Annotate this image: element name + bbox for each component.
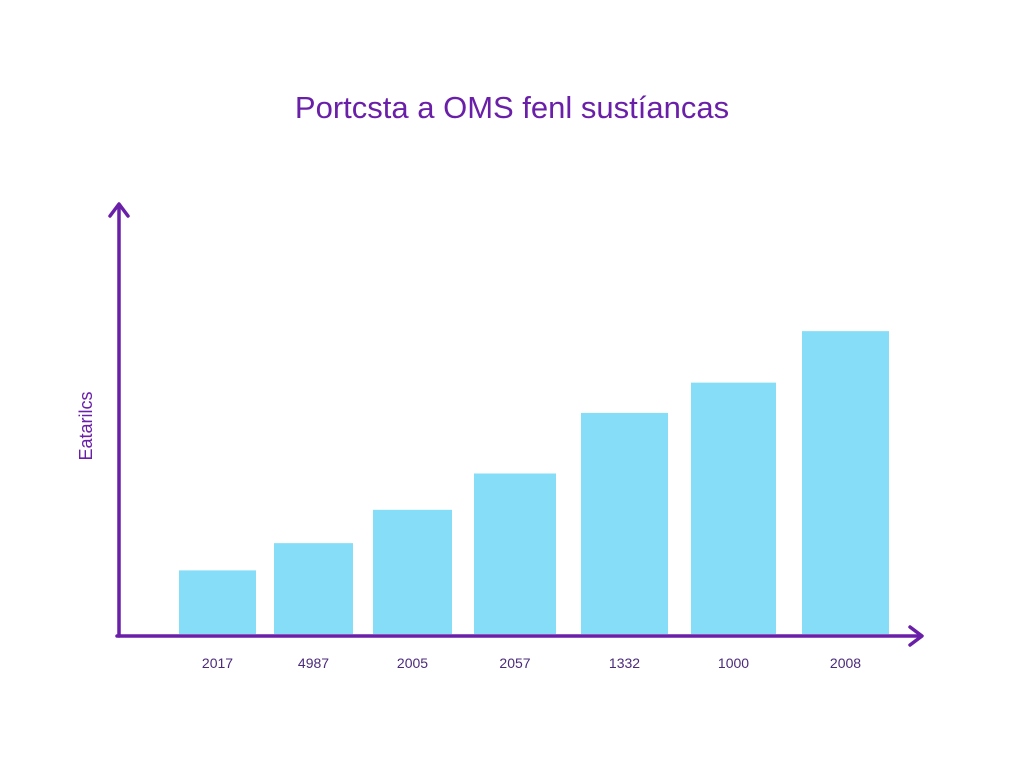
y-axis (108, 202, 130, 638)
chart-title: Portcsta a OMS fenl sustíancas (295, 90, 729, 125)
x-axis-arrow (908, 625, 924, 647)
x-tick-label: 1000 (718, 655, 749, 671)
bar (802, 331, 889, 634)
bars (179, 331, 889, 634)
bar (274, 543, 353, 634)
bar (474, 473, 556, 634)
bar (581, 412, 668, 634)
x-tick-labels: 2017 4987 2005 2057 1332 1000 2008 (202, 655, 861, 671)
x-tick-label: 2008 (830, 655, 861, 671)
bar (179, 570, 256, 634)
x-tick-label: 2017 (202, 655, 233, 671)
x-tick-label: 2005 (397, 655, 428, 671)
x-tick-label: 2057 (499, 655, 530, 671)
x-tick-label: 4987 (298, 655, 329, 671)
y-axis-label: Eatarilcs (76, 391, 96, 460)
x-tick-label: 1332 (609, 655, 640, 671)
bar (373, 509, 452, 634)
x-axis (115, 625, 924, 647)
bar (691, 382, 776, 634)
y-axis-arrow (108, 202, 130, 218)
